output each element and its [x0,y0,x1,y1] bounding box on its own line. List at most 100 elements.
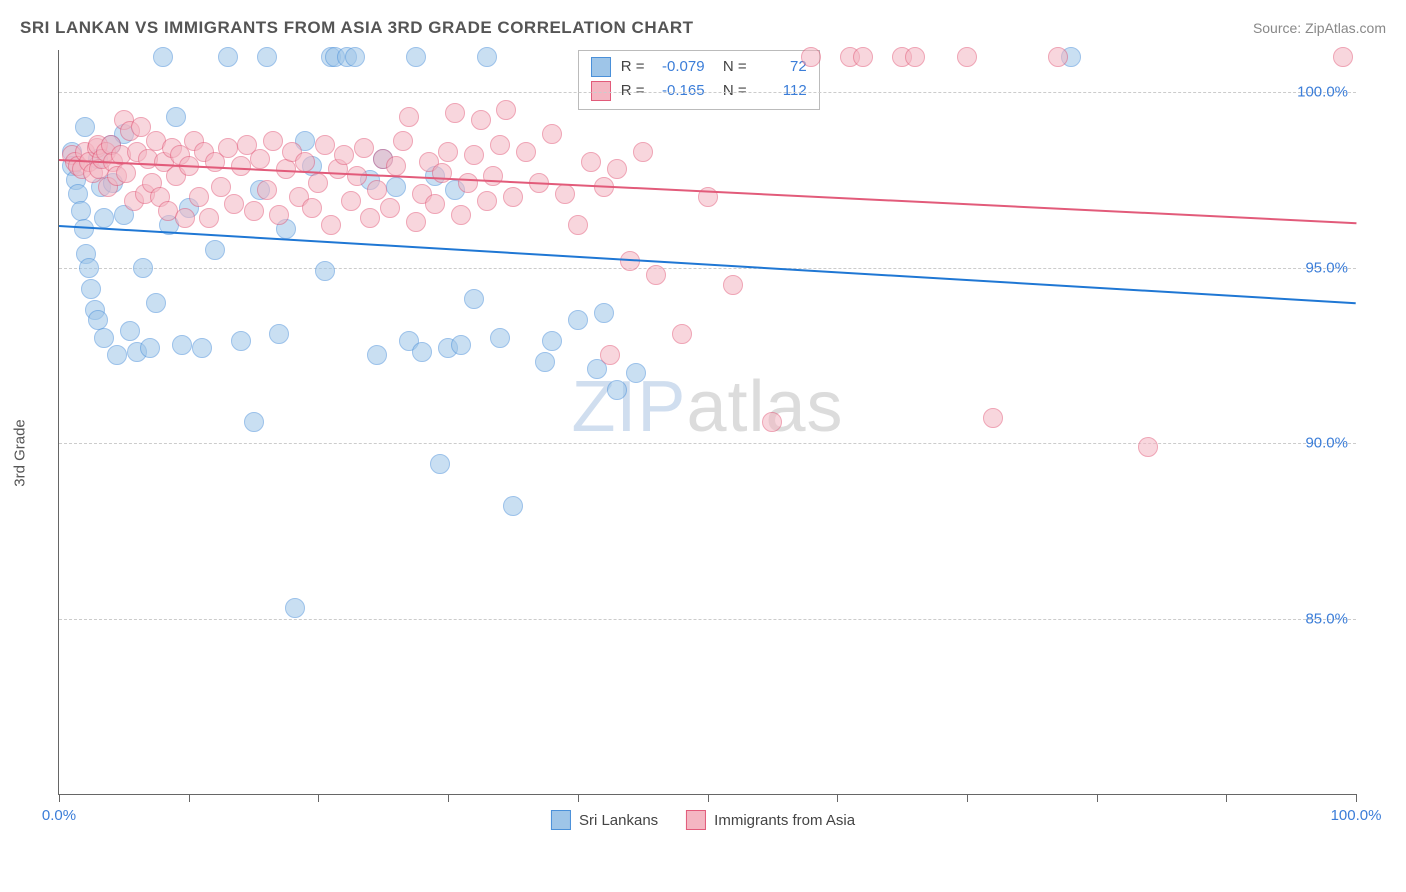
stats-n-value: 112 [757,79,807,103]
data-point [354,138,374,158]
data-point [438,142,458,162]
data-point [542,331,562,351]
data-point [218,47,238,67]
gridline-h [59,619,1356,620]
xtick-label: 100.0% [1331,807,1382,824]
data-point [386,177,406,197]
xtick [578,794,579,802]
data-point [477,47,497,67]
data-point [341,191,361,211]
xtick [967,794,968,802]
stats-n-label: N = [715,79,747,103]
data-point [471,110,491,130]
stats-box: R = -0.079 N = 72R = -0.165 N = 112 [578,50,820,110]
data-point [244,201,264,221]
data-point [853,47,873,67]
data-point [140,338,160,358]
gridline-h [59,92,1356,93]
data-point [244,412,264,432]
data-point [957,47,977,67]
data-point [166,107,186,127]
data-point [626,363,646,383]
ytick-label: 100.0% [1297,84,1348,101]
data-point [600,345,620,365]
legend-label: Sri Lankans [579,812,658,829]
data-point [483,166,503,186]
stats-r-label: R = [621,55,645,79]
data-point [263,131,283,151]
data-point [231,331,251,351]
data-point [257,47,277,67]
data-point [133,258,153,278]
data-point [81,279,101,299]
gridline-h [59,268,1356,269]
data-point [367,180,387,200]
chart-container: SRI LANKAN VS IMMIGRANTS FROM ASIA 3RD G… [10,10,1396,882]
data-point [607,159,627,179]
stats-r-label: R = [621,79,645,103]
data-point [646,265,666,285]
data-point [503,187,523,207]
data-point [153,47,173,67]
data-point [295,152,315,172]
ytick-label: 85.0% [1305,610,1348,627]
watermark: ZIPatlas [571,366,843,448]
plot-wrap: 3rd Grade ZIPatlas R = -0.079 N = 72R = … [10,50,1396,855]
data-point [568,215,588,235]
data-point [334,145,354,165]
data-point [347,166,367,186]
data-point [231,156,251,176]
xtick [189,794,190,802]
data-point [451,205,471,225]
data-point [94,328,114,348]
chart-title: SRI LANKAN VS IMMIGRANTS FROM ASIA 3RD G… [20,18,694,38]
data-point [107,345,127,365]
data-point [490,135,510,155]
data-point [516,142,536,162]
data-point [801,47,821,67]
xtick [1226,794,1227,802]
data-point [308,173,328,193]
data-point [360,208,380,228]
data-point [189,187,209,207]
plot-area: ZIPatlas R = -0.079 N = 72R = -0.165 N =… [58,50,1356,795]
xtick [1097,794,1098,802]
data-point [503,496,523,516]
stats-r-value: -0.165 [655,79,705,103]
chart-header: SRI LANKAN VS IMMIGRANTS FROM ASIA 3RD G… [10,10,1396,50]
data-point [257,180,277,200]
data-point [723,275,743,295]
legend-swatch [686,810,706,830]
legend-label: Immigrants from Asia [714,812,855,829]
xtick [448,794,449,802]
data-point [458,173,478,193]
data-point [393,131,413,151]
data-point [1138,437,1158,457]
data-point [79,258,99,278]
chart-source: Source: ZipAtlas.com [1253,20,1386,36]
data-point [406,212,426,232]
trend-line [59,225,1356,304]
stats-row: R = -0.165 N = 112 [591,79,807,103]
xtick [318,794,319,802]
data-point [386,156,406,176]
data-point [75,117,95,137]
stats-swatch [591,81,611,101]
data-point [607,380,627,400]
data-point [542,124,562,144]
data-point [211,177,231,197]
stats-row: R = -0.079 N = 72 [591,55,807,79]
data-point [315,261,335,281]
data-point [120,321,140,341]
data-point [490,328,510,348]
data-point [568,310,588,330]
data-point [425,194,445,214]
stats-swatch [591,57,611,77]
data-point [199,208,219,228]
data-point [406,47,426,67]
y-axis-label: 3rd Grade [12,419,29,487]
xtick [59,794,60,802]
data-point [175,208,195,228]
data-point [594,303,614,323]
data-point [224,194,244,214]
